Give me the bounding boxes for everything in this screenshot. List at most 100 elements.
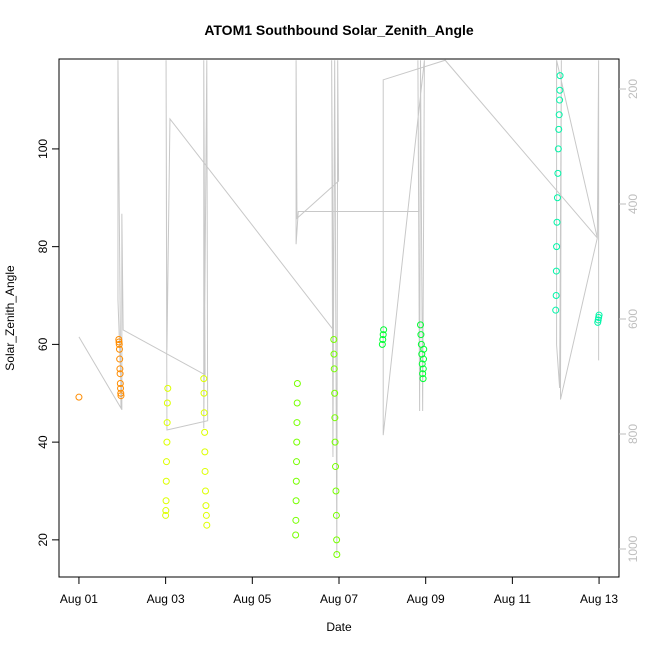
data-point	[203, 521, 211, 529]
y2-tick-label: 600	[626, 309, 640, 329]
data-point	[201, 428, 209, 436]
data-point	[419, 365, 427, 373]
data-point	[556, 86, 564, 94]
y-tick-label: 20	[36, 533, 50, 547]
data-point	[332, 463, 340, 471]
data-point	[555, 125, 563, 133]
data-point	[162, 507, 170, 515]
data-point	[420, 355, 428, 363]
data-point	[552, 292, 560, 300]
data-point	[162, 511, 170, 519]
data-line	[78, 59, 600, 555]
x-tick-label: Aug 03	[147, 592, 185, 606]
data-point	[333, 536, 341, 544]
data-point	[202, 511, 210, 519]
data-point	[292, 516, 300, 524]
data-point	[332, 487, 340, 495]
data-point	[420, 345, 428, 353]
data-point	[116, 355, 124, 363]
y2-tick-label: 800	[626, 424, 640, 444]
data-point	[201, 467, 209, 475]
data-point	[330, 336, 338, 344]
data-point	[293, 438, 301, 446]
data-point	[201, 448, 209, 456]
data-point	[419, 375, 427, 383]
x-tick-label: Aug 13	[580, 592, 618, 606]
data-point	[595, 314, 603, 322]
data-point	[418, 360, 426, 368]
data-point	[419, 370, 427, 378]
data-point	[333, 551, 341, 559]
data-point	[115, 340, 123, 348]
data-point	[331, 389, 339, 397]
data-point	[380, 326, 388, 334]
data-point	[117, 384, 125, 392]
data-point	[117, 389, 125, 397]
data-point	[556, 72, 564, 80]
data-point	[553, 194, 561, 202]
data-point	[200, 409, 208, 417]
plot-frame	[58, 58, 620, 578]
data-point	[115, 336, 123, 344]
data-point	[553, 243, 561, 251]
data-point	[115, 338, 123, 346]
data-point	[162, 458, 170, 466]
data-point	[330, 350, 338, 358]
data-point	[332, 511, 340, 519]
data-point	[292, 497, 300, 505]
data-point	[594, 318, 602, 326]
data-point	[330, 365, 338, 373]
x-axis-label: Date	[326, 620, 352, 634]
data-point	[552, 267, 560, 275]
y-tick-label: 60	[36, 337, 50, 351]
data-point	[555, 111, 563, 119]
data-point	[164, 384, 172, 392]
x-tick-label: Aug 01	[60, 592, 98, 606]
data-point	[116, 370, 124, 378]
data-point	[379, 336, 387, 344]
data-point	[163, 438, 171, 446]
line-layer	[78, 59, 600, 555]
x-tick-label: Aug 11	[494, 592, 531, 606]
data-point	[116, 365, 124, 373]
data-point	[554, 145, 562, 153]
data-point	[416, 321, 424, 329]
x-tick-label: Aug 05	[233, 592, 271, 606]
y2-tick-label: 400	[626, 194, 640, 214]
y-axis-label: Solar_Zenith_Angle	[3, 265, 17, 371]
x-tick-label: Aug 07	[320, 592, 358, 606]
data-point	[552, 306, 560, 314]
data-point	[117, 392, 125, 400]
data-point	[379, 331, 387, 339]
data-point	[595, 311, 603, 319]
data-point	[331, 414, 339, 422]
data-point	[594, 316, 602, 324]
data-point	[162, 477, 170, 485]
data-point	[292, 531, 300, 539]
y2-tick-label: 1000	[626, 535, 640, 562]
data-point	[553, 218, 561, 226]
data-point	[292, 477, 300, 485]
data-point	[331, 438, 339, 446]
data-point	[417, 331, 425, 339]
data-point	[162, 497, 170, 505]
data-point	[116, 379, 124, 387]
data-point	[293, 399, 301, 407]
data-point	[293, 419, 301, 427]
data-point	[75, 393, 83, 401]
data-point	[554, 169, 562, 177]
y-tick-label: 80	[36, 240, 50, 254]
data-point	[293, 379, 301, 387]
data-point	[115, 345, 123, 353]
data-point	[200, 375, 208, 383]
chart-title: ATOM1 Southbound Solar_Zenith_Angle	[204, 22, 474, 38]
data-point	[163, 399, 171, 407]
data-point	[202, 487, 210, 495]
y2-tick-label: 200	[626, 79, 640, 99]
y-tick-label: 40	[36, 435, 50, 449]
data-point	[293, 458, 301, 466]
y-tick-label: 100	[36, 139, 50, 159]
data-point	[202, 502, 210, 510]
data-point	[556, 96, 564, 104]
